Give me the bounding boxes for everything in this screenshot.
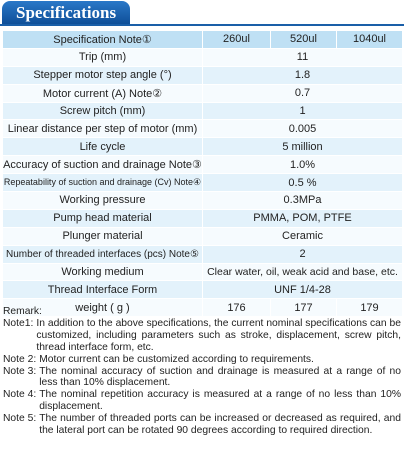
note: Note 5: The number of threaded ports can …	[3, 413, 401, 437]
cell: 1.8	[202, 65, 403, 85]
table-row: Plunger material Ceramic	[2, 226, 403, 246]
note-text: The number of threaded ports can be incr…	[39, 413, 401, 437]
cell: 179	[336, 298, 403, 318]
remarks: Remark: Note1: In addition to the above sp…	[3, 306, 401, 437]
note-text: In addition to the above specifications,…	[36, 317, 401, 353]
row-label: Linear distance per step of motor (mm)	[2, 119, 203, 139]
row-label: Repeatability of suction and drainage (C…	[2, 173, 203, 193]
table-row: Life cycle 5 million	[2, 137, 403, 157]
note-text: The nominal accuracy of suction and drai…	[39, 365, 401, 389]
note: Note 2: Motor current can be customized a…	[3, 354, 401, 366]
table-row: Working pressure 0.3MPa	[2, 191, 403, 210]
note-label: Note 4:	[3, 389, 37, 401]
table-row: Repeatability of suction and drainage (C…	[2, 173, 403, 193]
note-text: Motor current can be customized accordin…	[39, 353, 314, 365]
header: Specifications	[0, 0, 404, 26]
row-label: weight ( g )	[2, 298, 203, 318]
cell: 1.0%	[202, 155, 403, 175]
table-row: Pump head material PMMA, POM, PTFE	[2, 208, 403, 228]
cell: 2	[202, 244, 403, 264]
remarks-title: Remark:	[3, 306, 42, 317]
table-row: Motor current (A) Note② 0.7	[2, 83, 403, 103]
table-row: Accuracy of suction and drainage Note③ 1.…	[2, 155, 403, 175]
cell: Ceramic	[202, 226, 403, 246]
note-label: Note 2:	[3, 353, 37, 365]
note-label: Note1:	[3, 317, 34, 329]
cell: 177	[270, 298, 337, 318]
table-row: Stepper motor step angle (°) 1.8	[2, 65, 403, 85]
row-label: Life cycle	[2, 137, 203, 157]
spec-table: Specification Note① 260ul 520ul 1040ul Trip …	[2, 30, 403, 318]
row-label: Working pressure	[2, 191, 203, 210]
cell: UNF 1/4-28	[202, 280, 403, 300]
table-row: Linear distance per step of motor (mm) 0.…	[2, 119, 403, 139]
note-label: Note 3:	[3, 365, 37, 377]
row-label: Stepper motor step angle (°)	[2, 65, 203, 85]
cell: 0.005	[202, 119, 403, 139]
note-label: Note 5:	[3, 413, 37, 425]
row-label: Working medium	[2, 262, 203, 282]
table-row: Screw pitch (mm) 1	[2, 101, 403, 121]
row-label: Plunger material	[2, 226, 203, 246]
note: Note 4: The nominal repetition accuracy i…	[3, 389, 401, 413]
note: Note 3: The nominal accuracy of suction a…	[3, 366, 401, 390]
note: Note1: In addition to the above specifica…	[3, 318, 401, 354]
column-header: Specification Note①	[2, 30, 203, 49]
table-row: weight ( g ) 176 177 179	[2, 298, 403, 318]
row-label: Motor current (A) Note②	[2, 83, 203, 103]
cell: 11	[202, 47, 403, 67]
cell: 0.5 %	[202, 173, 403, 193]
cell: 0.7	[202, 83, 403, 103]
cell: 1	[202, 101, 403, 121]
column-header: 520ul	[270, 30, 337, 49]
cell: 5 million	[202, 137, 403, 157]
row-label: Number of threaded interfaces (pcs) Note…	[2, 244, 203, 264]
cell: 0.3MPa	[202, 191, 403, 210]
row-label: Accuracy of suction and drainage Note③	[2, 155, 203, 175]
cell: 176	[202, 298, 271, 318]
table-row: Trip (mm) 11	[2, 47, 403, 67]
row-label: Screw pitch (mm)	[2, 101, 203, 121]
row-label: Trip (mm)	[2, 47, 203, 67]
column-header: 1040ul	[336, 30, 403, 49]
header-title: Specifications	[2, 1, 131, 24]
note-text: The nominal repetition accuracy is measu…	[39, 389, 401, 413]
cell: Clear water, oil, weak acid and base, et…	[202, 262, 403, 282]
table-row: Number of threaded interfaces (pcs) Note…	[2, 244, 403, 264]
table-row: Thread Interface Form UNF 1/4-28	[2, 280, 403, 300]
column-header: 260ul	[202, 30, 271, 49]
row-label: Thread Interface Form	[2, 280, 203, 300]
cell: PMMA, POM, PTFE	[202, 208, 403, 228]
header-row: Specification Note① 260ul 520ul 1040ul	[2, 30, 403, 49]
table-row: Working medium Clear water, oil, weak aci…	[2, 262, 403, 282]
row-label: Pump head material	[2, 208, 203, 228]
